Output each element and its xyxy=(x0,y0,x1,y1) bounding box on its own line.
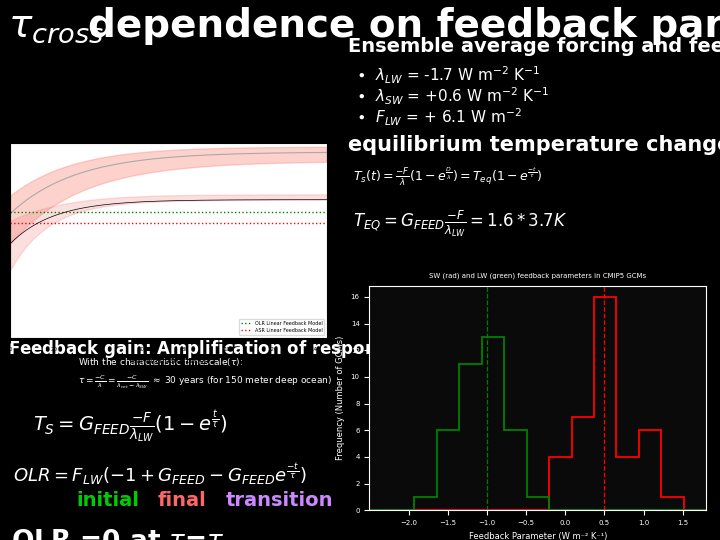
ASR Linear Feedback Model xyxy=(323,219,331,226)
Text: $\bullet$  $\lambda_{LW}$ = -1.7 W m$^{-2}$ K$^{-1}$: $\bullet$ $\lambda_{LW}$ = -1.7 W m$^{-2… xyxy=(356,65,540,86)
ASR Linear Feedback Model xyxy=(225,219,233,226)
ASR Linear Feedback Model xyxy=(184,219,193,226)
OLR Linear Feedback Model xyxy=(225,209,233,215)
ASR Linear Feedback Model xyxy=(6,219,14,226)
Text: $\bullet$  $\lambda_{SW}$ = +0.6 W m$^{-2}$ K$^{-1}$: $\bullet$ $\lambda_{SW}$ = +0.6 W m$^{-2… xyxy=(356,86,549,107)
OLR Linear Feedback Model xyxy=(6,209,14,215)
Text: equilibrium temperature change: equilibrium temperature change xyxy=(348,135,720,155)
Title: CMIP5 Ensemble mean response instantaneous 4XCO$_2$: CMIP5 Ensemble mean response instantaneo… xyxy=(82,129,255,138)
OLR Linear Feedback Model xyxy=(267,209,276,215)
OLR Linear Feedback Model xyxy=(131,209,140,215)
Text: With the characteristic timescale($\tau$):: With the characteristic timescale($\tau$… xyxy=(78,356,243,368)
X-axis label: Feedback Parameter (W m⁻² K⁻¹): Feedback Parameter (W m⁻² K⁻¹) xyxy=(469,531,607,540)
ASR Linear Feedback Model xyxy=(131,219,140,226)
Legend: OLR Linear Feedback Model, ASR Linear Feedback Model: OLR Linear Feedback Model, ASR Linear Fe… xyxy=(239,319,325,335)
Text: transition: transition xyxy=(226,491,333,510)
Text: Ensemble average forcing and feedbacks: Ensemble average forcing and feedbacks xyxy=(348,37,720,56)
ASR Linear Feedback Model xyxy=(171,219,180,226)
Text: Feedback gain: Amplification of response due to $\lambda_{SW}$: Feedback gain: Amplification of response… xyxy=(8,338,500,360)
X-axis label: Year after perturbation: Year after perturbation xyxy=(129,358,208,364)
OLR Linear Feedback Model xyxy=(110,209,119,215)
ASR Linear Feedback Model xyxy=(267,219,276,226)
Text: $\tau=\frac{-C}{\lambda}=\frac{-C}{\lambda_{net}-\lambda_{SW}}$ $\approx$ 30 yea: $\tau=\frac{-C}{\lambda}=\frac{-C}{\lamb… xyxy=(78,373,332,390)
Text: dependence on feedback parameters: dependence on feedback parameters xyxy=(88,7,720,45)
Title: SW (rad) and LW (green) feedback parameters in CMIP5 GCMs: SW (rad) and LW (green) feedback paramet… xyxy=(429,273,647,279)
Text: $T_s(t) = \frac{-F}{\lambda}(1-e^{\frac{D}{\lambda}}) = T_{eq}(1-e^{\frac{-t}{\t: $T_s(t) = \frac{-F}{\lambda}(1-e^{\frac{… xyxy=(353,165,542,187)
Text: $OLR= F_{LW}(-1 + G_{FEED} - G_{FEED}e^{\frac{-t}{\tau}})$: $OLR= F_{LW}(-1 + G_{FEED} - G_{FEED}e^{… xyxy=(13,461,307,487)
OLR Linear Feedback Model xyxy=(171,209,180,215)
Text: $T_S= G_{FEED}\frac{-F}{\lambda_{LW}}(1 - e^{\frac{t}{\tau}})$: $T_S= G_{FEED}\frac{-F}{\lambda_{LW}}(1 … xyxy=(33,409,228,446)
Text: initial: initial xyxy=(76,491,139,510)
Y-axis label: Frequency (Number of GCMs): Frequency (Number of GCMs) xyxy=(336,336,345,461)
Text: $\tau_{cross}$: $\tau_{cross}$ xyxy=(8,7,104,45)
OLR Linear Feedback Model xyxy=(184,209,193,215)
Text: $\bullet$  $F_{LW}$ = + 6.1 W m$^{-2}$: $\bullet$ $F_{LW}$ = + 6.1 W m$^{-2}$ xyxy=(356,107,522,129)
Text: $T_{EQ}= G_{FEED}\frac{-F}{\lambda_{LW}} = 1.6 * 3.7K$: $T_{EQ}= G_{FEED}\frac{-F}{\lambda_{LW}}… xyxy=(353,209,567,239)
OLR Linear Feedback Model xyxy=(323,209,331,215)
Text: OLR =0 at $\tau$=$\tau_{cross}$: OLR =0 at $\tau$=$\tau_{cross}$ xyxy=(11,527,273,540)
Text: final: final xyxy=(158,491,207,510)
ASR Linear Feedback Model xyxy=(110,219,119,226)
